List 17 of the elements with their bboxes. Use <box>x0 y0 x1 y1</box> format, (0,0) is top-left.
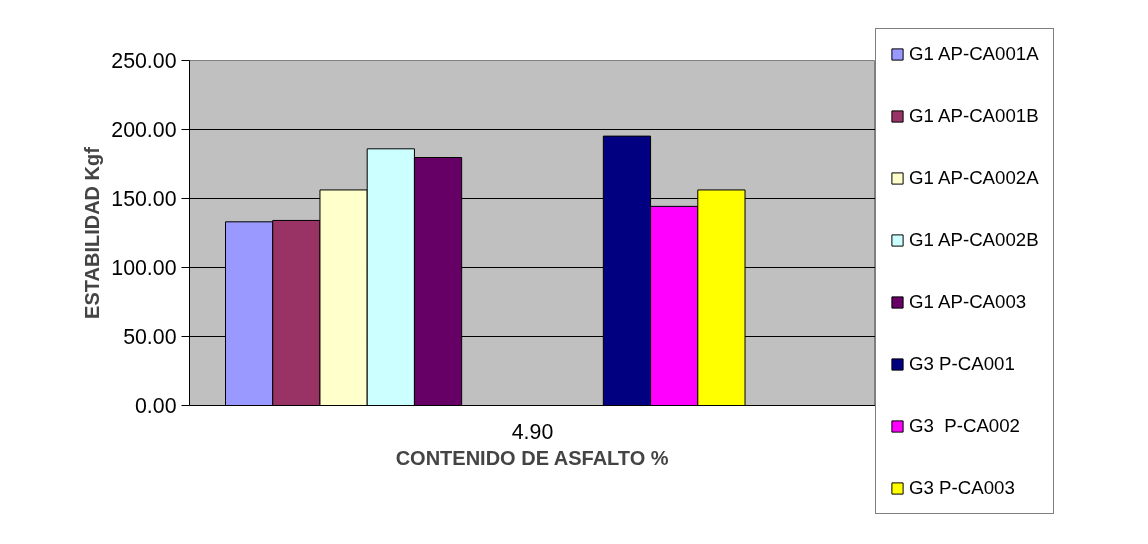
y-tick-label: 50.00 <box>123 325 177 349</box>
y-tick-label: 0.00 <box>134 394 177 418</box>
legend-label: G1 AP-CA001A <box>909 43 1039 65</box>
y-axis-title: ESTABILIDAD Kgf <box>81 146 104 319</box>
y-tick-label: 150.00 <box>111 187 177 211</box>
legend-label: G1 AP-CA001B <box>909 105 1039 127</box>
x-axis-title: CONTENIDO DE ASFALTO % <box>395 446 669 469</box>
y-tick-label: 100.00 <box>111 256 177 280</box>
legend-label: G3 P-CA002 <box>909 415 1020 437</box>
x-tick-label: 4.90 <box>511 419 554 444</box>
y-tick-label: 200.00 <box>111 118 177 142</box>
legend-label: G1 AP-CA002B <box>909 229 1039 251</box>
legend-label: G3 P-CA003 <box>909 477 1015 499</box>
legend-label: G1 AP-CA002A <box>909 167 1039 189</box>
legend-label: G1 AP-CA003 <box>909 291 1027 313</box>
y-tick-label: 250.00 <box>111 49 177 73</box>
legend-label: G3 P-CA001 <box>909 353 1015 375</box>
